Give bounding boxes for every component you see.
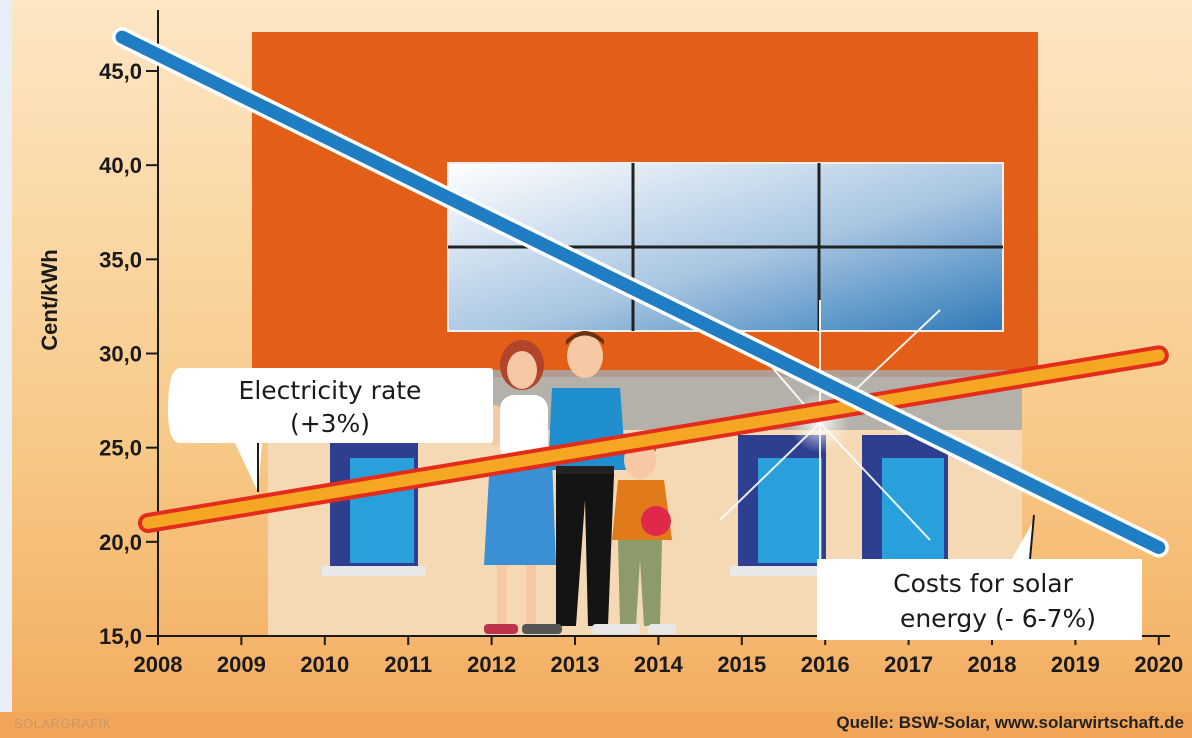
y-tick-label: 45,0 [99,59,142,84]
x-ticks: 2008 2009 2010 2011 2012 2013 2014 2015 2016 2017… [134,636,1183,677]
x-tick-label: 2019 [1051,652,1100,677]
y-ticks: 15,0 20,0 25,0 30,0 35,0 40,0 45,0 [99,59,158,649]
x-tick-label: 2015 [717,652,766,677]
solar-callout: Costs for solar energy (- 6-7%) [817,514,1142,640]
electricity-callout: Electricity rate (+3%) [168,368,493,492]
footer-source: Quelle: BSW-Solar, www.solarwirtschaft.d… [836,713,1184,732]
x-tick-label: 2018 [968,652,1017,677]
electricity-callout-bubble [168,368,493,492]
footer-band [0,712,1192,738]
y-tick-label: 25,0 [99,436,142,461]
y-tick-label: 20,0 [99,530,142,555]
y-tick-label: 30,0 [99,342,142,367]
x-tick-label: 2011 [384,652,432,677]
series-layer [112,27,1169,558]
solar-callout-line-1: Costs for solar [893,569,1073,598]
x-tick-label: 2013 [551,652,600,677]
electricity-callout-line-1: Electricity rate [239,376,422,405]
x-tick-label: 2012 [467,652,516,677]
x-tick-label: 2008 [134,652,183,677]
y-tick-label: 35,0 [99,247,142,272]
y-tick-label: 40,0 [99,153,142,178]
solar-callout-bubble [817,520,1142,640]
x-tick-label: 2009 [217,652,266,677]
x-tick-label: 2017 [884,652,933,677]
x-tick-label: 2014 [634,652,684,677]
y-axis-title: Cent/kWh [37,249,62,350]
solar-costs-line [115,30,1166,554]
solar-panels [447,162,1004,332]
x-tick-label: 2010 [300,652,349,677]
house-windows [322,435,954,576]
solar-callout-line-2: energy (- 6-7%) [900,604,1096,633]
x-tick-label: 2020 [1134,652,1183,677]
electricity-rate-line [142,349,1165,529]
electricity-callout-line-2: (+3%) [290,409,370,438]
y-tick-label: 15,0 [99,624,142,649]
left-margin [0,0,12,738]
x-tick-label: 2016 [801,652,850,677]
footer-brand: SOLARGRAFIK [14,716,112,731]
